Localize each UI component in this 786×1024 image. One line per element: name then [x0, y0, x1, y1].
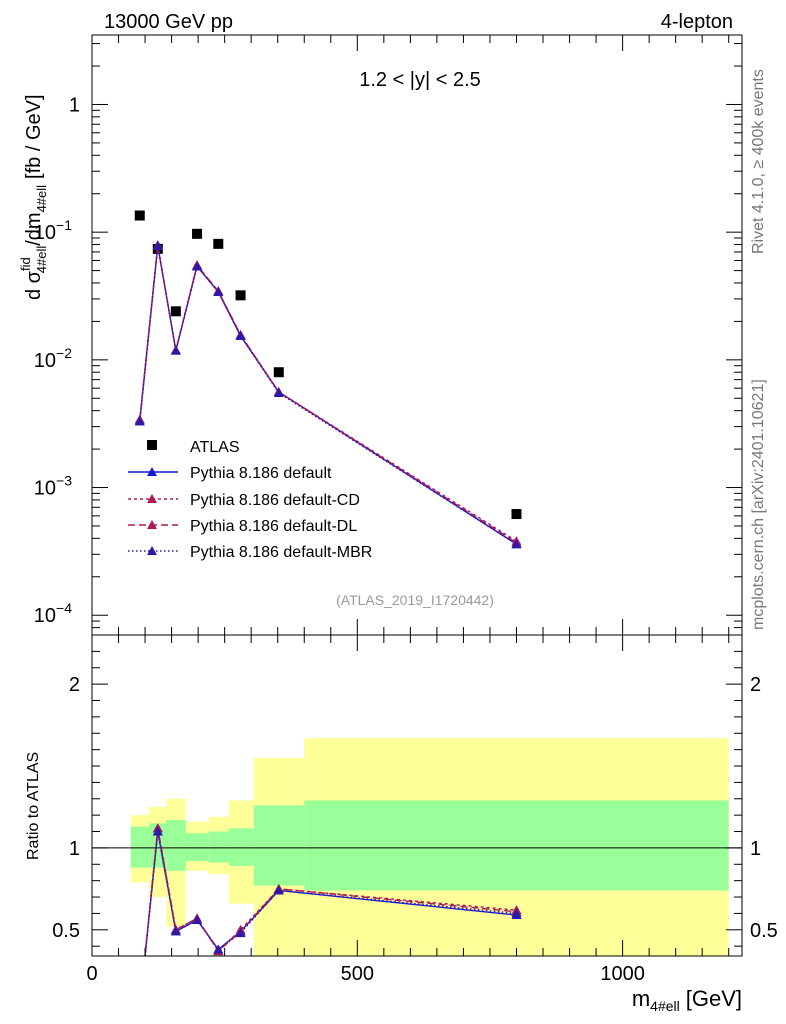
main-panel: 1 10−1 10−2 10−3 10−4 d σfid4#ell/dm4#el… — [18, 34, 743, 636]
legend-label-default: Pythia 8.186 default — [190, 465, 332, 482]
mc-point-mbr — [235, 330, 246, 340]
atlas-data-point — [273, 367, 284, 378]
ratio-y-tick-label-1: 1 — [69, 838, 80, 860]
ratio-band-inner — [166, 820, 186, 871]
mc-point-mbr — [152, 240, 163, 250]
atlas-data-point — [170, 306, 181, 317]
ratio-y-tick-label-right-0.5: 0.5 — [750, 920, 778, 942]
x-tick-label-1000: 1000 — [600, 963, 645, 985]
ratio-point-mbr — [273, 885, 284, 895]
ratio-y-tick-label-0.5: 0.5 — [52, 920, 80, 942]
atlas-data-point — [134, 210, 145, 221]
y-tick-label-1e-2: 10−2 — [34, 345, 72, 372]
mcplots-label: mcplots.cern.ch [arXiv:2401.10621] — [750, 379, 767, 630]
mc-point-mbr — [134, 416, 145, 426]
mc-point-mbr — [511, 539, 522, 549]
ratio-band-inner — [253, 805, 305, 886]
ratio-band-inner — [208, 831, 229, 863]
legend: ATLAS Pythia 8.186 default Pythia 8.186 … — [128, 439, 372, 561]
legend-label-dl: Pythia 8.186 default-DL — [190, 518, 357, 535]
legend-marker-cd — [147, 494, 157, 503]
ratio-point-mbr — [192, 914, 203, 924]
ratio-y-ticks — [92, 650, 742, 947]
legend-marker-mbr — [147, 546, 157, 555]
y-tick-label-1e-3: 10−3 — [34, 473, 72, 500]
ratio-point-mbr — [170, 926, 181, 936]
atlas-data-point — [192, 228, 203, 239]
legend-label-mbr: Pythia 8.186 default-MBR — [190, 544, 372, 561]
y-tick-label-1: 1 — [69, 94, 80, 116]
rapidity-cut-label: 1.2 < |y| < 2.5 — [359, 69, 481, 91]
legend-marker-default — [147, 467, 157, 476]
x-axis-title: m4#ell [GeV] — [632, 986, 742, 1014]
ratio-frame — [91, 634, 743, 957]
legend-label-atlas: ATLAS — [190, 439, 240, 456]
ratio-series-group — [144, 823, 522, 956]
atlas-data-point — [511, 509, 522, 520]
ratio-band-inner — [304, 800, 729, 891]
mc-point-mbr — [192, 261, 203, 271]
ratio-x-ticks — [91, 635, 730, 956]
legend-label-cd: Pythia 8.186 default-CD — [190, 492, 360, 509]
main-y-tick-labels: 1 10−1 10−2 10−3 10−4 — [34, 94, 80, 627]
analysis-id-label: (ATLAS_2019_I1720442) — [336, 592, 494, 608]
main-y-ticks — [92, 43, 742, 636]
mc-point-mbr — [170, 345, 181, 355]
y-tick-label-1e-1: 10−1 — [34, 217, 72, 244]
process-label: 4-lepton — [661, 11, 733, 33]
ratio-uncertainty-bands — [130, 738, 729, 956]
y-tick-label-1e-4: 10−4 — [34, 600, 72, 627]
ratio-point-mbr — [511, 908, 522, 918]
mc-line-mbr — [139, 245, 517, 545]
ratio-point-mbr — [213, 944, 224, 954]
collision-label: 13000 GeV pp — [104, 11, 233, 33]
main-marks — [134, 210, 522, 549]
main-y-axis-title: d σfid4#ell/dm4#ell[fb / GeV] — [18, 94, 49, 300]
legend-marker-atlas — [147, 440, 157, 450]
ratio-y-tick-label-right-1: 1 — [750, 838, 761, 860]
ratio-marks — [144, 823, 522, 956]
ratio-point-mbr — [235, 928, 246, 938]
ratio-band-inner — [130, 826, 149, 868]
atlas-data-point — [235, 290, 246, 301]
ratio-band-inner — [228, 828, 254, 866]
atlas-data-point — [213, 238, 224, 249]
x-tick-label-0: 0 — [86, 963, 97, 985]
ratio-point-mbr — [152, 826, 163, 836]
main-x-ticks — [91, 35, 730, 635]
mc-point-mbr — [213, 286, 224, 296]
ratio-panel: 2 1 0.5 2 1 0.5 0 500 1000 Ratio to ATLA… — [25, 634, 778, 1014]
ratio-y-axis-title: Ratio to ATLAS — [25, 752, 42, 860]
rivet-version-label: Rivet 4.1.0, ≥ 400k events — [750, 69, 767, 254]
ratio-line-dl — [144, 828, 517, 956]
ratio-y-tick-label-right-2: 2 — [750, 674, 761, 696]
ratio-band-inner — [185, 833, 209, 862]
x-tick-label-500: 500 — [341, 963, 374, 985]
ratio-line-mbr — [144, 831, 517, 956]
mc-point-mbr — [273, 387, 284, 397]
ratio-y-tick-label-2: 2 — [69, 674, 80, 696]
legend-marker-dl — [147, 520, 157, 529]
